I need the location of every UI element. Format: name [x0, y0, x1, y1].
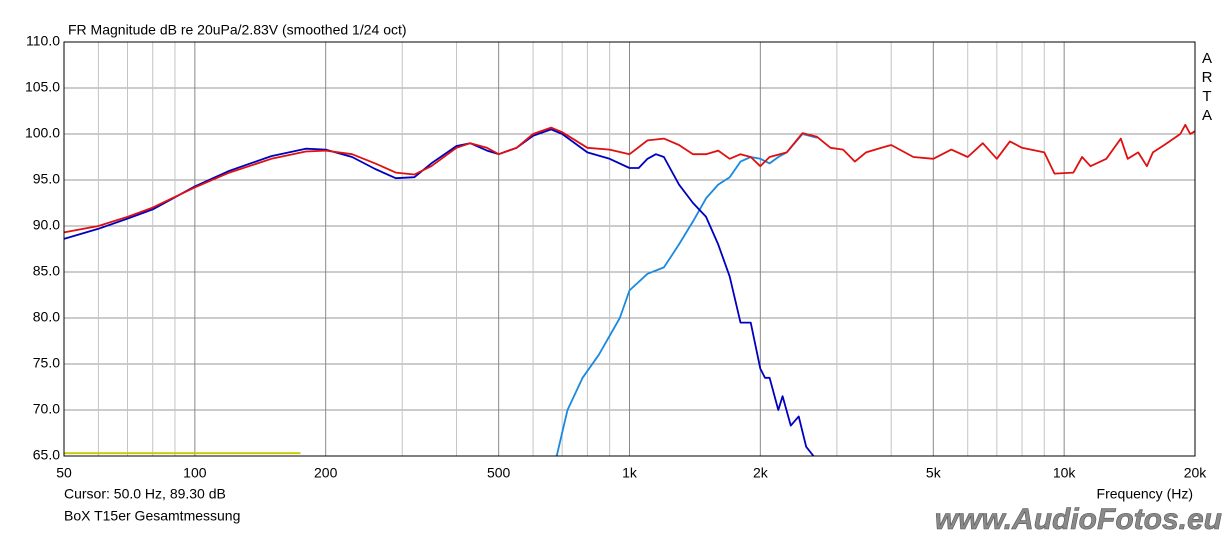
- plot-frame: [63, 41, 1196, 457]
- plot: [63, 123, 1196, 457]
- y-tick-label: 100.0: [25, 125, 60, 141]
- y-tick-label: 95.0: [33, 171, 60, 187]
- y-tick-label: 110.0: [26, 33, 60, 49]
- chart-title: FR Magnitude dB re 20uPa/2.83V (smoothed…: [68, 22, 407, 38]
- x-tick-label: 500: [487, 465, 511, 481]
- series-line: [63, 123, 1196, 234]
- x-tick-label: 50: [56, 465, 72, 481]
- x-tick-label: 5k: [926, 465, 942, 481]
- y-tick-label: 85.0: [33, 263, 60, 279]
- series-line: [555, 133, 818, 457]
- x-tick-label: 200: [314, 465, 338, 481]
- y-tick-label: 70.0: [33, 401, 60, 417]
- caption: BoX T15er Gesamtmessung: [64, 508, 240, 524]
- x-tick-label: 2k: [753, 465, 769, 481]
- y-tick-label: 105.0: [25, 79, 60, 95]
- y-tick-label: 65.0: [33, 447, 60, 463]
- series-line: [63, 128, 815, 457]
- y-tick-label: 80.0: [33, 309, 60, 325]
- watermark: www.AudioFotos.eu: [935, 503, 1222, 536]
- x-tick-label: 100: [183, 465, 207, 481]
- cursor-readout: Cursor: 50.0 Hz, 89.30 dB: [64, 486, 226, 502]
- x-tick-label: 10k: [1053, 465, 1077, 481]
- y-tick-label: 75.0: [33, 355, 60, 371]
- y-tick-label: 90.0: [33, 217, 60, 233]
- x-axis-label: Frequency (Hz): [1097, 486, 1193, 502]
- x-tick-label: 20k: [1184, 465, 1208, 481]
- brand: ARTA: [1199, 50, 1216, 126]
- x-tick-label: 1k: [622, 465, 638, 481]
